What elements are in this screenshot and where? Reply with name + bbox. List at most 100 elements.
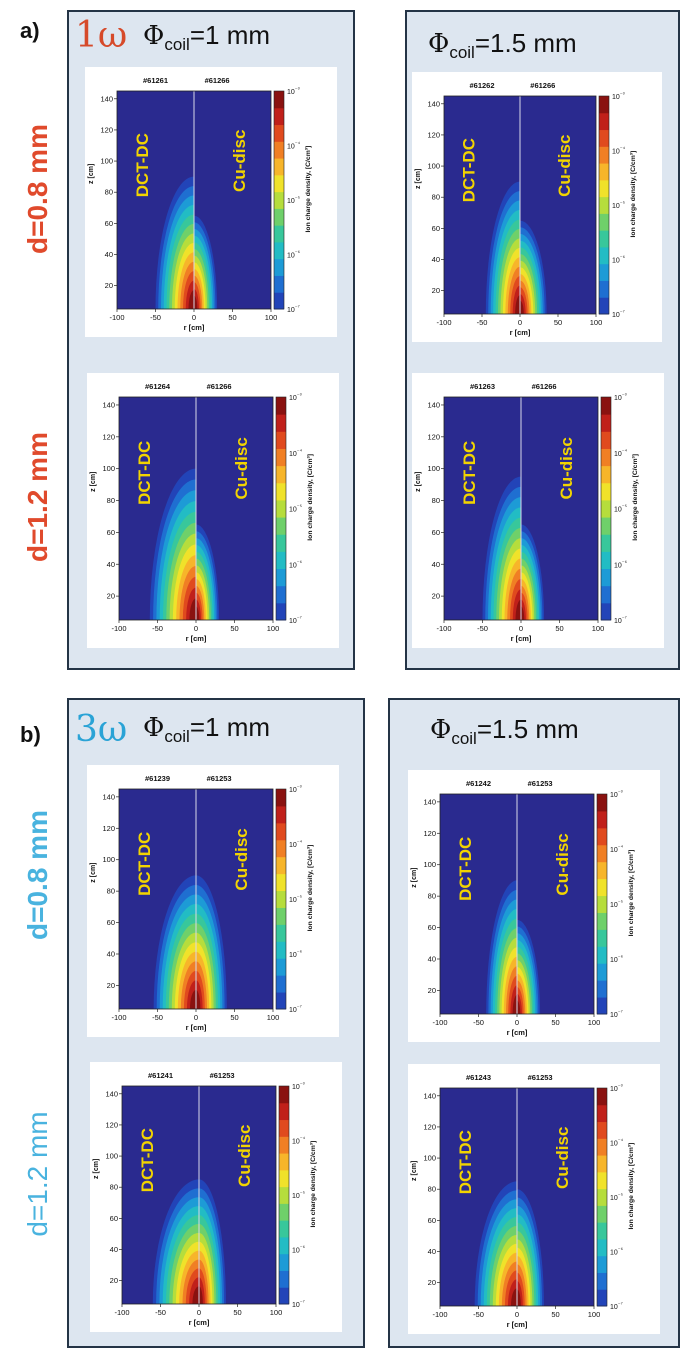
y-tick-label: 40 <box>110 1245 118 1254</box>
heatmap-plot: DCT-DC Cu-disc #61243 #61253 -100 -50 0 50 100 r … <box>411 1073 635 1329</box>
colorbar-segment-12 <box>274 107 284 126</box>
y-tick-label: 140 <box>427 99 440 108</box>
tick-exponent: ⁻³ <box>297 393 302 399</box>
colorbar-tick-label: 10⁻⁶ <box>612 255 625 265</box>
colorbar-segment-6 <box>597 912 607 930</box>
colorbar-segment-10 <box>597 844 607 863</box>
x-tick-label: -100 <box>436 318 451 327</box>
y-tick-label: 80 <box>428 1185 436 1194</box>
x-tick-label: 0 <box>519 624 523 633</box>
tick-exponent: ⁻⁷ <box>295 304 300 311</box>
x-axis-label: r [cm] <box>507 1028 528 1037</box>
colorbar-segment-12 <box>597 1104 607 1123</box>
phi-value: =1 mm <box>189 20 271 50</box>
y-tick-label: 20 <box>110 1276 118 1285</box>
colorbar-tick-label: 10⁻⁷ <box>289 1004 302 1014</box>
y-tick-label: 40 <box>107 950 115 959</box>
left-material-label: DCT-DC <box>133 133 152 197</box>
colorbar-segment-7 <box>279 1186 289 1204</box>
colorbar-segment-12 <box>276 805 286 824</box>
left-material-label: DCT-DC <box>460 441 479 505</box>
colorbar-segment-9 <box>599 163 609 181</box>
y-tick-label: 20 <box>432 592 440 601</box>
shot-left: #61239 <box>145 774 170 783</box>
phi-sub: coil <box>449 43 475 63</box>
shot-right: #61266 <box>205 76 230 85</box>
colorbar-segment-5 <box>601 534 611 552</box>
panel-b-harmonic: 3ω <box>75 709 128 750</box>
plume-group <box>149 468 220 620</box>
plume-right-level-13 <box>517 1289 521 1306</box>
y-tick-label: 60 <box>107 528 115 537</box>
colorbar-segment-6 <box>276 517 286 535</box>
tick-base: 10 <box>289 618 297 625</box>
colorbar-tick-label: 10⁻⁵ <box>289 894 302 904</box>
colorbar-tick-label: 10⁻⁷ <box>610 1009 623 1019</box>
tick-exponent: ⁻⁵ <box>297 894 302 901</box>
y-tick-label: 120 <box>427 130 440 139</box>
colorbar-segment-7 <box>276 890 286 908</box>
colorbar-frame <box>596 793 608 1015</box>
tick-base: 10 <box>612 203 620 210</box>
x-tick-label: -50 <box>477 318 488 327</box>
tick-base: 10 <box>610 957 618 964</box>
colorbar-segment-13 <box>599 96 609 114</box>
tick-exponent: ⁻⁶ <box>297 559 302 566</box>
colorbar-tick-label: 10⁻³ <box>610 1084 623 1093</box>
plume-right-level-13 <box>196 606 200 620</box>
y-tick-label: 40 <box>107 560 115 569</box>
y-tick-label: 60 <box>110 1214 118 1223</box>
y-tick-label: 120 <box>100 125 113 134</box>
colorbar-segment-7 <box>597 895 607 913</box>
colorbar-tick-label: 10⁻⁷ <box>610 1301 623 1311</box>
x-tick-label: 0 <box>515 1310 519 1319</box>
y-tick-label: 140 <box>102 792 115 801</box>
shot-left: #61262 <box>469 81 494 90</box>
x-tick-label: 0 <box>194 624 198 633</box>
colorbar-segment-11 <box>597 1121 607 1139</box>
shot-left: #61261 <box>143 76 168 85</box>
tick-exponent: ⁻³ <box>620 92 625 98</box>
y-tick-label: 140 <box>427 400 440 409</box>
colorbar-segment-1 <box>274 292 284 310</box>
tick-exponent: ⁻³ <box>622 393 627 399</box>
shot-right: #61266 <box>207 382 232 391</box>
panel-b-phi-col1: Φcoil=1 mm <box>143 712 270 752</box>
colorbar-segment-4 <box>601 551 611 570</box>
colorbar-segment-6 <box>597 1205 607 1223</box>
tick-exponent: ⁻⁷ <box>618 1009 623 1016</box>
y-tick-label: 80 <box>428 892 436 901</box>
plume-right-level-13 <box>520 300 524 314</box>
colorbar-segment-3 <box>599 263 609 281</box>
tick-exponent: ⁻⁴ <box>618 844 624 851</box>
x-tick-label: 100 <box>267 624 280 633</box>
colorbar-segment-8 <box>274 174 284 193</box>
colorbar-label: Ion charge density, [C/cm³] <box>630 151 637 238</box>
colorbar-segment-11 <box>274 124 284 142</box>
colorbar-tick-label: 10⁻⁴ <box>292 1136 306 1146</box>
colorbar-label: Ion charge density, [C/cm³] <box>628 850 635 937</box>
tick-base: 10 <box>292 1193 300 1200</box>
colorbar-segment-8 <box>279 1169 289 1188</box>
y-tick-label: 40 <box>432 560 440 569</box>
colorbar-segment-2 <box>279 1270 289 1288</box>
colorbar-segment-7 <box>597 1188 607 1206</box>
panel-a-row2-label: d=1.2 mm <box>22 432 53 562</box>
right-material-label: Cu-disc <box>553 833 572 895</box>
colorbar-label: Ion charge density, [C/cm³] <box>628 1143 635 1230</box>
y-axis-label: z [cm] <box>90 472 97 492</box>
colorbar-segment-4 <box>276 941 286 959</box>
plume-left-level-13 <box>189 598 196 620</box>
y-tick-label: 80 <box>110 1183 118 1192</box>
tick-base: 10 <box>287 253 295 260</box>
y-tick-label: 100 <box>100 157 113 166</box>
tick-base: 10 <box>610 1250 618 1257</box>
tick-base: 10 <box>614 395 622 402</box>
colorbar-segment-7 <box>599 196 609 214</box>
colorbar-segment-11 <box>276 431 286 449</box>
plume-group <box>486 880 541 1014</box>
tick-exponent: ⁻³ <box>618 1084 623 1090</box>
shot-right: #61266 <box>532 382 557 391</box>
tick-exponent: ⁻⁴ <box>295 141 301 148</box>
colorbar-label: Ion charge density, [C/cm³] <box>305 146 312 233</box>
